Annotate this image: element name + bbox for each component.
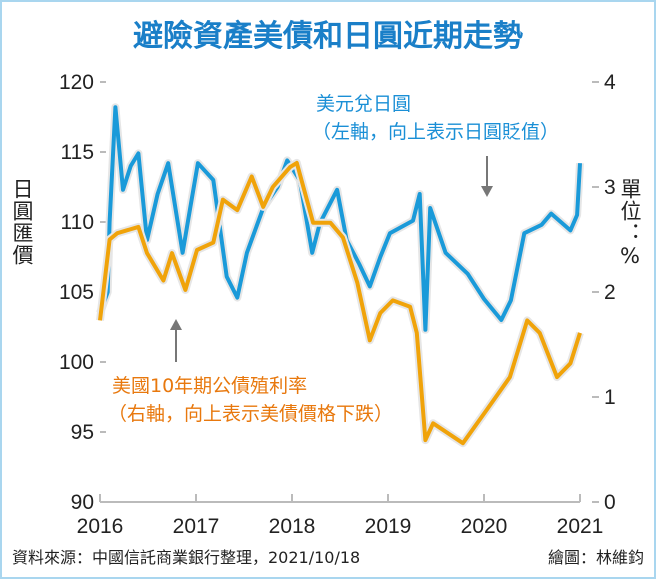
x-tick-label: 2019 xyxy=(365,515,412,538)
y-left-tick-label: 110 xyxy=(61,211,94,234)
credit-note: 繪圖：林維鈞 xyxy=(548,548,644,567)
y-right-tick-label: 1 xyxy=(604,386,616,409)
chart-title: 避險資產美債和日圓近期走勢 xyxy=(133,19,523,54)
y-right-tick-label: 3 xyxy=(604,176,616,199)
x-tick-label: 2017 xyxy=(173,515,220,538)
right-axis-label: 單位：% xyxy=(618,178,642,269)
y-left-tick-label: 95 xyxy=(71,421,94,444)
usdjpy-annotation-title: 美元兌日圓 xyxy=(316,93,411,115)
y-left-tick-label: 120 xyxy=(59,71,94,94)
x-tick-label: 2016 xyxy=(77,515,124,538)
us10y-yield-line xyxy=(98,160,582,446)
yield-annotation-title: 美國10年期公債殖利率 xyxy=(112,375,307,397)
y-right-tick-label: 0 xyxy=(604,491,616,514)
left-axis-label: 日圓匯價 xyxy=(10,178,34,266)
down-arrow-head-icon xyxy=(481,186,493,197)
x-tick-label: 2021 xyxy=(557,515,604,538)
up-arrow-head-icon xyxy=(170,319,182,330)
x-tick-label: 2020 xyxy=(461,515,508,538)
usdjpy-annotation-note: （左軸，向上表示日圓貶值） xyxy=(312,121,559,143)
y-right-tick-label: 4 xyxy=(604,71,616,94)
y-left-tick-label: 100 xyxy=(59,351,94,374)
yield-annotation-note: （右軸，向上表示美債價格下跌） xyxy=(108,403,393,425)
x-tick-label: 2018 xyxy=(269,515,316,538)
y-left-tick-label: 90 xyxy=(71,491,94,514)
usdjpy-line xyxy=(98,105,582,332)
y-left-tick-label: 105 xyxy=(59,281,94,304)
y-left-tick-label: 115 xyxy=(61,141,94,164)
source-note: 資料來源：中國信託商業銀行整理，2021/10/18 xyxy=(12,548,360,567)
y-right-tick-label: 2 xyxy=(604,281,616,304)
